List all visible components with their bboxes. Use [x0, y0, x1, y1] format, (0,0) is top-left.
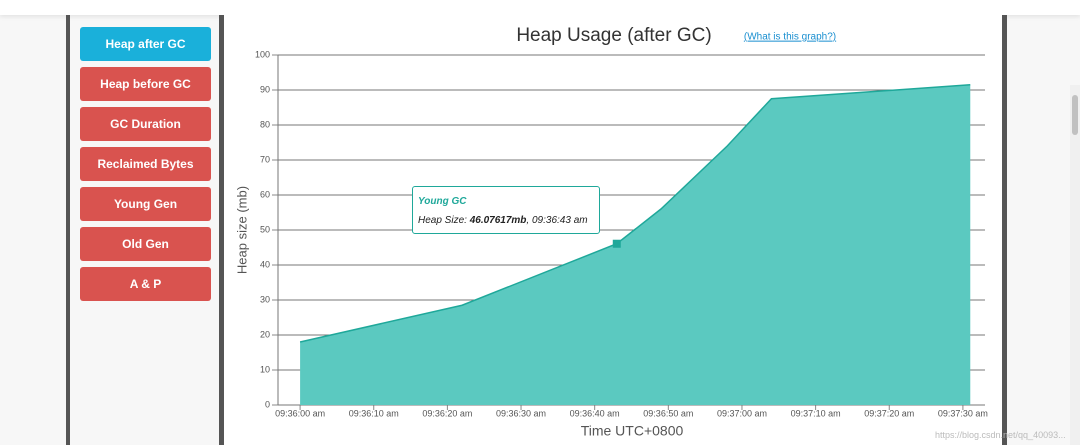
- x-tick-label: 09:36:00 am: [275, 408, 325, 418]
- tooltip-series: Young GC: [418, 196, 467, 207]
- help-link[interactable]: (What is this graph?): [744, 32, 836, 43]
- x-tick-label: 09:37:10 am: [791, 408, 841, 418]
- x-axis-label: Time UTC+0800: [581, 423, 684, 439]
- x-tick-label: 09:36:50 am: [643, 408, 693, 418]
- divider: [1002, 15, 1007, 445]
- tooltip-label: Heap Size:: [418, 215, 467, 226]
- nav-button[interactable]: Heap after GC: [80, 27, 211, 61]
- y-tick-label: 70: [260, 154, 270, 164]
- y-tick-label: 0: [265, 399, 270, 409]
- tooltip-time: 09:36:43 am: [531, 215, 588, 226]
- scroll-thumb[interactable]: [1072, 95, 1078, 135]
- y-tick-label: 20: [260, 329, 270, 339]
- nav-button[interactable]: A & P: [80, 267, 211, 301]
- nav-button[interactable]: Heap before GC: [80, 67, 211, 101]
- y-tick-label: 90: [260, 84, 270, 94]
- divider: [66, 15, 70, 445]
- hover-point: [612, 239, 621, 248]
- area: [300, 84, 971, 405]
- nav-button[interactable]: GC Duration: [80, 107, 211, 141]
- y-tick-label: 100: [255, 49, 270, 59]
- scrollbar[interactable]: [1070, 85, 1080, 445]
- area-line: [299, 84, 971, 343]
- x-tick-label: 09:36:30 am: [496, 408, 546, 418]
- x-tick-label: 09:36:10 am: [349, 408, 399, 418]
- chart-title: Heap Usage (after GC): [516, 25, 711, 46]
- x-tick-label: 09:36:40 am: [570, 408, 620, 418]
- nav-button[interactable]: Reclaimed Bytes: [80, 147, 211, 181]
- x-tick-label: 09:37:30 am: [938, 408, 988, 418]
- x-tick-label: 09:36:20 am: [422, 408, 472, 418]
- tooltip: Young GC Heap Size: 46.07617mb 09:36:43 …: [412, 186, 600, 234]
- y-tick-label: 40: [260, 259, 270, 269]
- top-bar: [0, 0, 1080, 15]
- y-axis-label: Heap size (mb): [234, 186, 249, 274]
- y-tick-label: 30: [260, 294, 270, 304]
- y-tick-label: 60: [260, 189, 270, 199]
- divider: [219, 15, 224, 445]
- y-tick-label: 10: [260, 364, 270, 374]
- x-tick-label: 09:37:20 am: [864, 408, 914, 418]
- y-tick-label: 80: [260, 119, 270, 129]
- tooltip-value: 46.07617mb: [470, 215, 530, 226]
- watermark: https://blog.csdn.net/qq_40093...: [935, 430, 1066, 440]
- x-tick-label: 09:37:00 am: [717, 408, 767, 418]
- nav-button[interactable]: Old Gen: [80, 227, 211, 261]
- y-tick-label: 50: [260, 224, 270, 234]
- nav-button[interactable]: Young Gen: [80, 187, 211, 221]
